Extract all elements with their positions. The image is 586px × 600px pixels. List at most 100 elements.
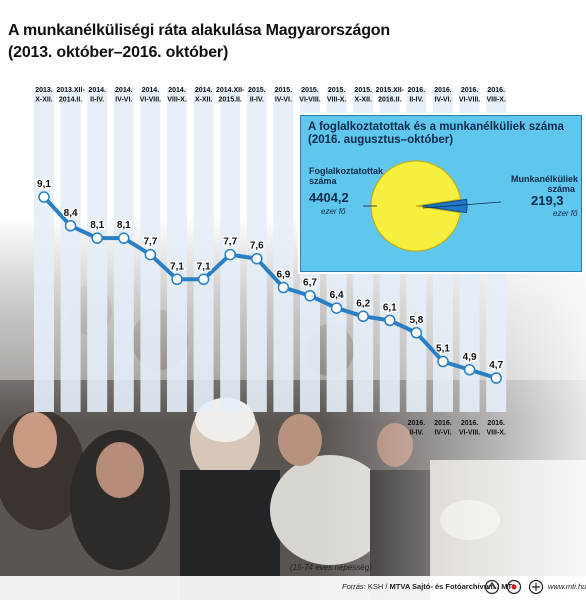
logo-circle-2-icon <box>506 579 522 595</box>
x-tick-label: 2015.II. <box>219 97 242 104</box>
x-tick-label-bottom: VI-VIII. <box>459 430 480 437</box>
data-label: 6,9 <box>276 270 290 281</box>
data-point <box>91 232 103 244</box>
unemployed-unit: ezer fő <box>553 209 578 218</box>
x-tick-label: 2014. <box>168 87 186 94</box>
x-tick-label: X-XII. <box>35 97 53 104</box>
period-column <box>246 88 267 412</box>
data-point <box>410 327 423 339</box>
data-label: 6,4 <box>330 290 344 301</box>
chart-title: A munkanélküliségi ráta alakulása Magyar… <box>8 22 390 39</box>
data-point <box>357 310 369 323</box>
data-point <box>490 372 502 384</box>
data-label: 7,7 <box>143 237 157 248</box>
data-label: 6,1 <box>383 302 397 313</box>
x-tick-label-bottom: 2016. <box>408 420 426 427</box>
x-tick-label-bottom: 2016. <box>487 420 505 427</box>
inset-pie-panel: A foglalkoztatottak és a munkanélküliek … <box>300 115 582 272</box>
period-column <box>113 88 134 412</box>
x-tick-label: II-IV. <box>90 97 104 104</box>
employed-value: 4404,2 <box>309 190 349 205</box>
data-point <box>277 281 290 294</box>
x-tick-label-bottom: 2016. <box>434 420 452 427</box>
period-column <box>273 88 294 412</box>
data-label: 9,1 <box>37 179 51 190</box>
data-point <box>118 232 130 244</box>
x-tick-label: 2016. <box>434 87 452 94</box>
x-tick-label: 2016.II. <box>378 97 401 104</box>
website-url: www.mti.hu <box>548 582 586 591</box>
x-tick-label: VIII-X. <box>486 97 506 104</box>
data-point <box>38 191 50 203</box>
x-tick-label: 2013.XII- <box>56 87 85 94</box>
x-tick-label: IV-VI. <box>434 97 451 104</box>
logo-circle-3-icon <box>528 579 544 595</box>
period-column <box>34 88 54 412</box>
x-tick-label: 2013. <box>35 87 53 94</box>
data-label: 8,1 <box>90 220 104 231</box>
logo-circle-1-icon <box>484 579 500 595</box>
period-column <box>60 88 81 412</box>
x-tick-label: 2016. <box>461 87 479 94</box>
x-tick-label: IV-VI. <box>115 97 132 104</box>
data-point <box>224 248 236 261</box>
data-point <box>144 248 157 261</box>
data-label: 6,7 <box>303 278 317 289</box>
data-point <box>64 220 77 232</box>
x-tick-label: VI-VIII. <box>140 97 161 104</box>
data-label: 5,1 <box>436 344 450 355</box>
x-tick-label: 2014. <box>195 87 213 94</box>
x-tick-label-bottom: II-IV. <box>409 430 423 437</box>
data-point <box>197 273 210 286</box>
x-tick-label: VI-VIII. <box>459 97 480 104</box>
data-label: 7,7 <box>223 237 237 248</box>
x-tick-label: 2015. <box>328 87 346 94</box>
data-label: 4,7 <box>489 360 503 371</box>
x-tick-label: 2015. <box>275 87 293 94</box>
data-label: 6,2 <box>356 298 370 309</box>
x-tick-label: 2014. <box>142 87 160 94</box>
employed-label: Foglalkoztatottak száma <box>309 166 384 186</box>
x-tick-label: 2015. <box>248 87 266 94</box>
x-tick-label: 2014.II. <box>59 97 82 104</box>
unemployed-leader-line <box>422 201 502 209</box>
x-tick-label: II-IV. <box>250 97 264 104</box>
inset-title: A foglalkoztatottak és a munkanélküliek … <box>308 121 564 146</box>
x-tick-label: X-XII. <box>195 97 213 104</box>
data-label: 8,4 <box>64 208 78 219</box>
period-column <box>87 88 108 412</box>
data-label: 4,9 <box>463 352 477 363</box>
x-tick-label: 2014. <box>115 87 133 94</box>
data-point <box>437 355 449 368</box>
x-tick-label: 2016. <box>487 87 505 94</box>
chart-subtitle: (2013. október–2016. október) <box>8 44 229 61</box>
data-point <box>384 314 396 327</box>
unemployed-value: 219,3 <box>531 193 564 208</box>
x-tick-label: 2015. <box>354 87 372 94</box>
unemployed-label: Munkanélküliek száma <box>511 174 579 194</box>
data-point <box>463 364 476 376</box>
data-point <box>251 252 263 265</box>
x-tick-label: 2015.XII- <box>376 87 405 94</box>
employed-unit: ezer fő <box>321 207 346 216</box>
x-tick-label-bottom: 2016. <box>461 420 479 427</box>
data-point <box>304 289 316 302</box>
data-point <box>330 302 343 314</box>
x-tick-label: II-IV. <box>409 97 423 104</box>
x-tick-label: 2014.XII- <box>216 87 245 94</box>
x-tick-label-bottom: IV-VI. <box>434 430 451 437</box>
x-tick-label-bottom: VIII-X. <box>486 430 506 437</box>
x-tick-label: 2014. <box>88 87 106 94</box>
data-label: 8,1 <box>117 220 131 231</box>
publisher-logos <box>484 579 544 595</box>
x-tick-label: VIII-X. <box>167 97 187 104</box>
pie-chart <box>363 160 502 252</box>
period-column <box>167 88 187 412</box>
data-label: 7,6 <box>250 241 264 252</box>
x-tick-label: VI-VIII. <box>299 97 320 104</box>
period-column <box>193 88 214 412</box>
data-label: 7,1 <box>170 261 184 272</box>
population-note: (15-74 éves népesség) <box>290 563 372 572</box>
